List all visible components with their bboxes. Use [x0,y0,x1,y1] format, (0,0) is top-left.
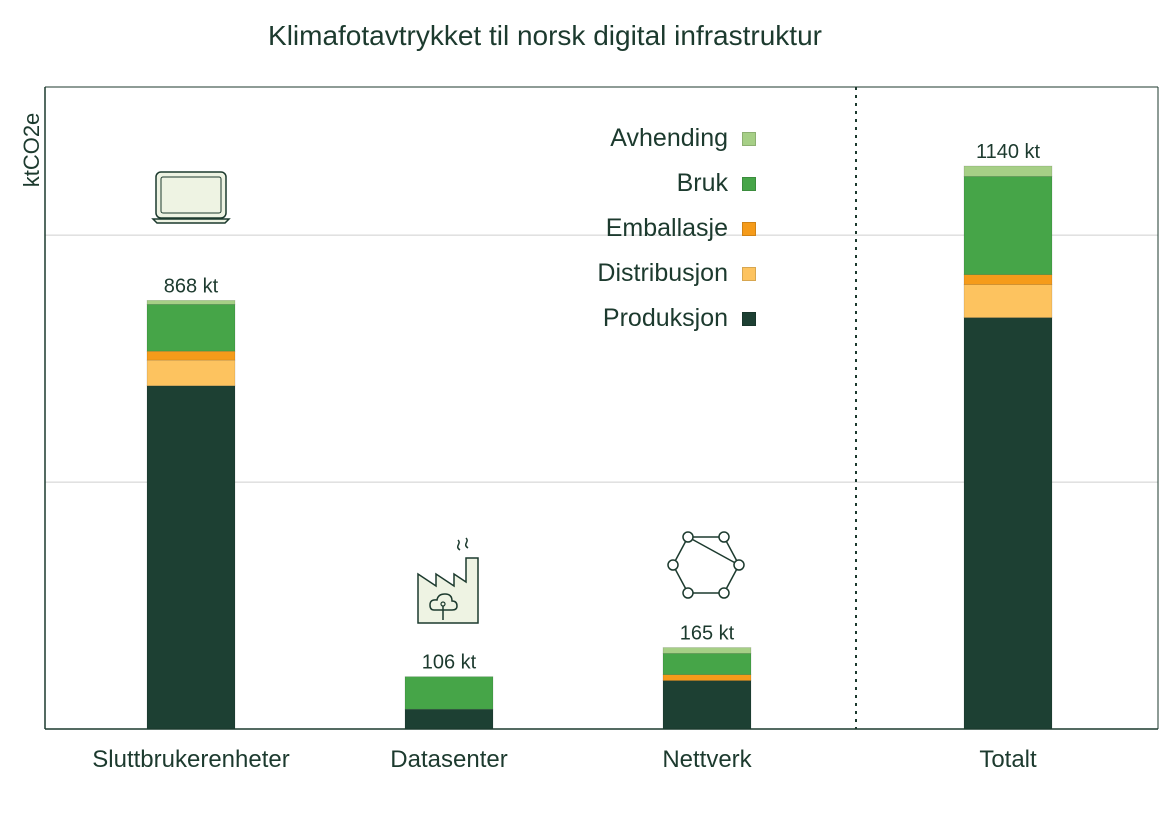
bar-segment [963,317,1053,730]
legend-label: Emballasje [605,214,728,242]
total-label: 868 kt [164,275,219,297]
legend-swatch [742,266,756,281]
bar-segment [963,284,1053,318]
bar-segment [963,274,1053,285]
labels: 868 kt Sluttbrukerenheter 106 kt Datasenter… [92,141,1040,773]
bar-segment [146,350,236,361]
bars [146,165,1053,730]
bar-segment [662,647,752,654]
bar-segment [404,708,494,730]
bar-segment [963,165,1053,177]
plot-frame [44,86,1159,730]
legend-item-produksjon: Produksjon [540,296,756,341]
legend-label: Distribusjon [597,259,728,287]
bar-segment [662,680,752,730]
bar-segment [146,385,236,730]
total-label: 165 kt [680,623,735,645]
bar-segment [146,303,236,352]
category-label: Sluttbrukerenheter [92,746,289,773]
legend-label: Avhending [610,124,728,152]
bar-segment [146,300,236,305]
bar-segment [404,676,494,710]
factory-icon [417,537,479,624]
bar-segment [662,674,752,681]
chart-title: Klimafotavtrykket til norsk digital infr… [268,20,822,51]
bar-segment [963,176,1053,275]
legend-label: Produksjon [602,304,728,332]
legend-label: Bruk [676,169,728,197]
legend-item-bruk: Bruk [540,161,756,206]
category-label: Totalt [979,746,1037,773]
legend-item-emballasje: Emballasje [540,206,756,251]
bar-segment [662,653,752,675]
legend: Avhending Bruk Emballasje Distribusjon P… [540,116,756,341]
category-label: Datasenter [390,746,507,773]
bar-segment [146,359,236,387]
laptop-icon [151,171,231,224]
legend-swatch [742,176,756,191]
total-label: 106 kt [422,652,477,674]
legend-item-distribusjon: Distribusjon [540,251,756,296]
category-label: Nettverk [662,746,752,773]
legend-swatch [742,221,756,236]
legend-swatch [742,311,756,326]
legend-swatch [742,131,756,146]
total-label: 1140 kt [976,141,1041,163]
network-icon [667,531,745,599]
legend-item-avhending: Avhending [540,116,756,161]
